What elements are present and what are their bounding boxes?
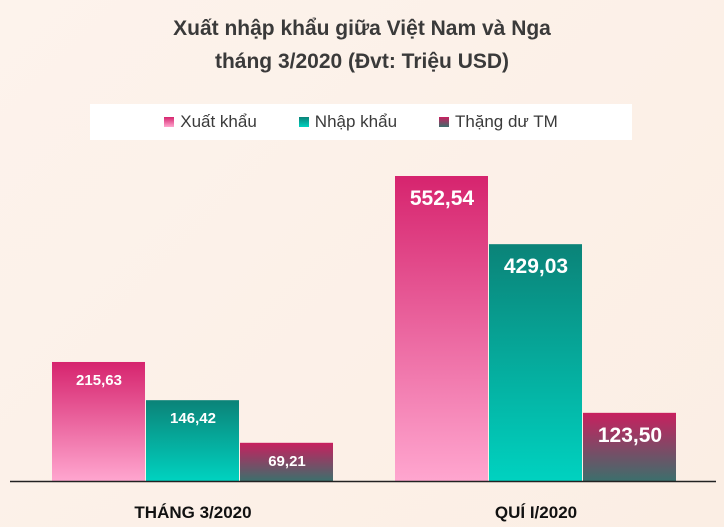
bar-1-2: [583, 412, 676, 481]
bar-0-0: [52, 361, 145, 481]
data-label-0-1: 146,42: [170, 410, 216, 427]
data-label-1-2: 123,50: [598, 424, 662, 447]
chart-title: Xuất nhập khẩu giữa Việt Nam và Nga: [173, 17, 551, 40]
legend-label-xuat-khau: Xuất khẩu: [180, 112, 257, 131]
bar-0-2: [240, 442, 333, 481]
data-label-1-1: 429,03: [504, 255, 568, 278]
chart-title-block: Xuất nhập khẩu giữa Việt Nam và Nga thán…: [0, 12, 724, 78]
category-label-1: QUÍ I/2020: [495, 503, 577, 522]
legend-swatch-nhap-khau: [298, 117, 309, 127]
legend: Xuất khẩu Nhập khẩu Thặng dư TM: [90, 104, 632, 140]
legend-label-thang-du: Thặng dư TM: [455, 112, 558, 131]
legend-item-nhap-khau: Nhập khẩu: [298, 112, 398, 132]
legend-swatch-thang-du: [439, 117, 450, 127]
bar-1-0: [395, 176, 488, 481]
bar-1-1: [489, 244, 582, 481]
legend-label-nhap-khau: Nhập khẩu: [314, 112, 398, 131]
chart-subtitle: tháng 3/2020 (Đvt: Triệu USD): [214, 50, 510, 73]
legend-item-thang-du: Thặng dư TM: [439, 112, 558, 132]
category-label-0: THÁNG 3/2020: [134, 503, 251, 522]
data-label-1-0: 552,54: [410, 187, 475, 210]
data-label-0-0: 215,63: [76, 372, 122, 389]
legend-swatch-xuat-khau: [164, 117, 175, 127]
data-label-0-2: 69,21: [268, 453, 306, 470]
bar-0-1: [146, 400, 239, 481]
legend-item-xuat-khau: Xuất khẩu: [164, 112, 257, 132]
